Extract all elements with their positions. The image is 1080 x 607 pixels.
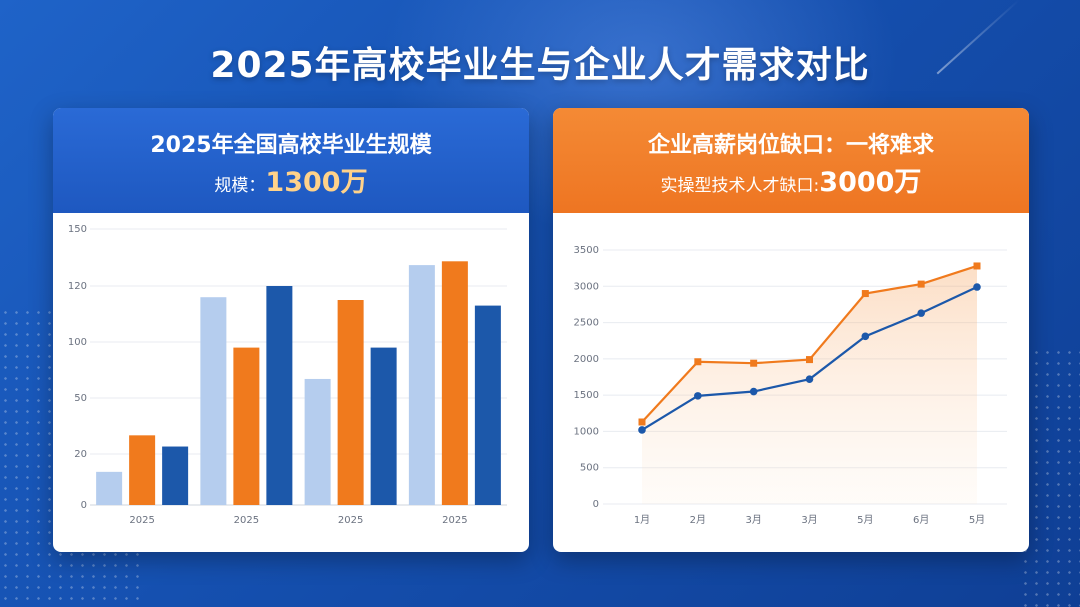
bar [474, 305, 501, 505]
bar [96, 471, 123, 505]
line-point [973, 262, 981, 270]
bar [162, 446, 189, 505]
bar-y-tick-label: 0 [81, 500, 87, 511]
bar-y-tick-label: 100 [68, 337, 87, 348]
graduates-scale-value: 1300万 [265, 167, 368, 198]
bar-y-tick-label: 20 [74, 449, 87, 460]
line-y-tick-label: 3500 [574, 245, 599, 256]
line-y-tick-label: 1000 [574, 426, 599, 437]
line-y-tick-label: 3000 [574, 281, 599, 292]
talent-gap-card-title: 企业高薪岗位缺口：一将难求 [647, 133, 934, 158]
line-x-tick-label: 5月 [969, 514, 985, 526]
line-point [805, 375, 814, 383]
bar-x-tick-label: 2025 [234, 515, 259, 526]
bar [304, 378, 331, 505]
line-y-tick-label: 0 [593, 499, 599, 510]
page-title: 2025年高校毕业生与企业人才需求对比 [210, 45, 870, 86]
line-point [638, 426, 646, 434]
talent-gap-card-subtitle: 实操型技术人才缺口:3000万 [553, 168, 1029, 201]
line-point [750, 359, 758, 367]
bar [233, 347, 260, 505]
bar [266, 286, 293, 505]
line-x-tick-label: 2月 [690, 514, 706, 526]
line-area-fill [642, 265, 977, 504]
line-point [749, 387, 758, 396]
talent-gap-value: 3000万 [819, 167, 922, 198]
line-y-tick-label: 2500 [574, 318, 599, 329]
graduates-card-title: 2025年全国高校毕业生规模 [150, 133, 432, 158]
line-point [973, 283, 981, 291]
line-x-tick-label: 5月 [857, 514, 873, 526]
graduates-card: 2025年全国高校毕业生规模 规模：1300万 0 20 50 100 120 150 20… [53, 108, 529, 552]
line-x-tick-label: 6月 [913, 514, 929, 526]
line-point [806, 356, 813, 364]
line-point [694, 358, 702, 366]
graduates-card-subtitle: 规模：1300万 [53, 168, 529, 201]
line-x-tick-label: 3月 [745, 514, 761, 526]
talent-gap-card-header: 企业高薪岗位缺口：一将难求 实操型技术人才缺口:3000万 [553, 108, 1029, 213]
graduates-bar-chart: 0 20 50 100 120 150 2025 2025 2025 2025 [68, 224, 507, 526]
line-y-tick-label: 1500 [574, 390, 599, 401]
talent-gap-label: 实操型技术人才缺口: [660, 176, 820, 196]
bar [200, 297, 227, 505]
bar-y-tick-label: 50 [74, 393, 87, 404]
bar [441, 261, 468, 505]
bar [129, 435, 156, 505]
bar [408, 265, 435, 505]
bar [370, 347, 397, 505]
talent-gap-card: 企业高薪岗位缺口：一将难求 实操型技术人才缺口:3000万 0 500 1000 15… [553, 108, 1029, 552]
line-y-tick-label: 500 [580, 463, 599, 474]
graduates-scale-label: 规模： [214, 176, 266, 196]
talent-gap-line-chart: 0 500 1000 1500 2000 2500 3000 3500 1月 2月 3月 3月 5月 6月… [574, 245, 1007, 526]
line-point [861, 290, 869, 298]
bar-y-tick-label: 120 [68, 281, 87, 292]
line-x-tick-label: 1月 [634, 514, 650, 526]
bar-x-tick-label: 2025 [442, 515, 467, 526]
line-x-tick-label: 3月 [801, 514, 817, 526]
line-point [917, 309, 925, 317]
line-y-tick-label: 2000 [574, 354, 599, 365]
bar-x-tick-label: 2025 [338, 515, 363, 526]
line-point [917, 280, 925, 288]
bar-y-tick-label: 150 [68, 224, 87, 235]
line-point [694, 392, 702, 400]
line-point [861, 332, 870, 341]
dot-pattern-right [1020, 347, 1080, 607]
bar-x-tick-label: 2025 [129, 515, 154, 526]
line-point [638, 418, 646, 426]
graduates-card-header: 2025年全国高校毕业生规模 规模：1300万 [53, 108, 529, 213]
bar [337, 300, 364, 505]
